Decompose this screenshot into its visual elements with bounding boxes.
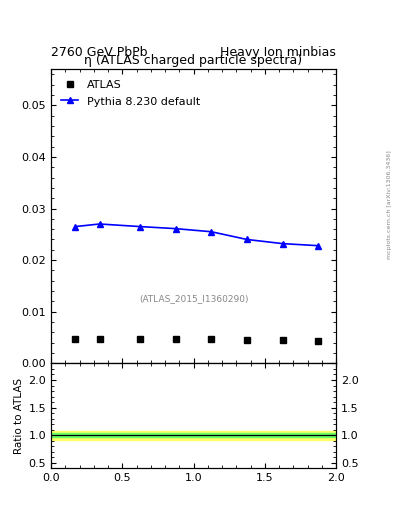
ATLAS <box>209 336 214 342</box>
Bar <box>51 434 336 437</box>
Text: mcplots.cern.ch [arXiv:1306.3436]: mcplots.cern.ch [arXiv:1306.3436] <box>387 151 392 259</box>
Pythia 8.230 default <box>138 224 143 230</box>
Text: (ATLAS_2015_I1360290): (ATLAS_2015_I1360290) <box>139 294 248 303</box>
Y-axis label: Ratio to ATLAS: Ratio to ATLAS <box>14 378 24 454</box>
Title: η (ATLAS charged particle spectra): η (ATLAS charged particle spectra) <box>84 54 303 67</box>
ATLAS <box>316 337 321 344</box>
Bar <box>51 431 336 440</box>
Text: 2760 GeV PbPb: 2760 GeV PbPb <box>51 46 148 59</box>
ATLAS <box>173 336 178 342</box>
Pythia 8.230 default <box>97 221 102 227</box>
Pythia 8.230 default <box>209 229 214 235</box>
ATLAS <box>97 336 102 342</box>
Text: Heavy Ion minbias: Heavy Ion minbias <box>220 46 336 59</box>
ATLAS <box>73 336 78 342</box>
ATLAS <box>138 336 143 342</box>
Pythia 8.230 default <box>73 224 78 230</box>
Pythia 8.230 default <box>244 237 249 243</box>
ATLAS <box>244 337 249 343</box>
Pythia 8.230 default <box>173 226 178 232</box>
Line: Pythia 8.230 default: Pythia 8.230 default <box>72 221 322 249</box>
ATLAS <box>280 337 285 344</box>
Pythia 8.230 default <box>316 243 321 249</box>
Legend: ATLAS, Pythia 8.230 default: ATLAS, Pythia 8.230 default <box>57 75 204 111</box>
Pythia 8.230 default <box>280 241 285 247</box>
Line: ATLAS: ATLAS <box>72 336 321 344</box>
